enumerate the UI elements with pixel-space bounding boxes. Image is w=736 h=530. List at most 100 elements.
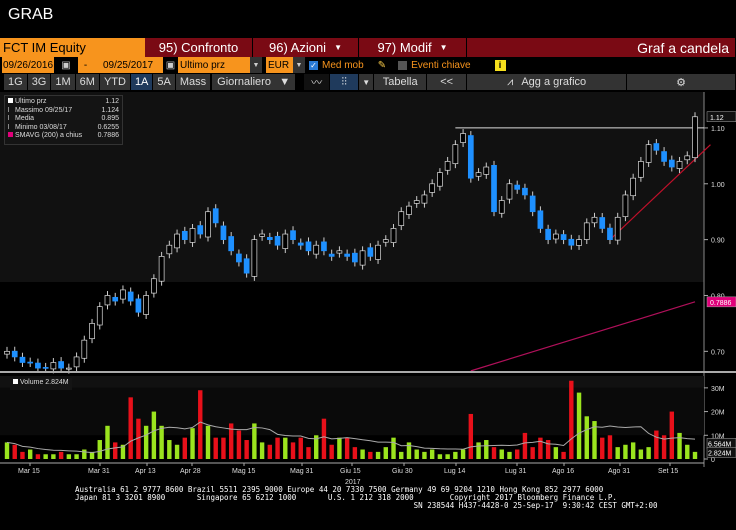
period-ytd[interactable]: YTD [99,74,131,90]
calendar-icon[interactable]: ▣ [61,59,71,71]
candle-up [498,200,505,214]
candle-up [375,244,381,260]
chevron-down-icon[interactable]: ▼ [293,57,305,73]
candle-down [236,253,242,263]
volume-bar-up [615,447,620,459]
x-tick-label: Ago 16 [552,468,574,475]
candle-down [228,236,235,252]
ticker-field[interactable]: FCT IM Equity [0,38,145,57]
candle-up [251,239,258,277]
volume-bar-up [406,442,412,459]
calendar-icon[interactable]: ▣ [165,59,176,71]
legend-value: 0.6255 [97,123,119,131]
candle-up [630,177,637,197]
period-1m[interactable]: 1M [51,74,76,90]
candle-up [89,323,95,340]
back-button[interactable]: << [427,74,468,90]
volume-bar-up [630,442,636,459]
candle-up [622,194,629,218]
candle-up [143,295,149,315]
chart-type-title: Graf a candela [467,38,736,57]
candle-down [599,217,606,229]
start-date-field[interactable]: 09/26/2016 [2,57,54,73]
pencil-icon[interactable]: ✎ [377,59,387,71]
chevron-down-icon: ▼ [439,43,448,52]
period-1a[interactable]: 1A [130,74,154,90]
chevron-down-icon[interactable]: ▼ [250,57,262,73]
modify-label: 97) Modif [377,40,432,55]
currency-select[interactable]: EUR [266,57,293,73]
volume-bar-down [198,390,203,459]
volume-bar-down [267,444,273,459]
actions-menu[interactable]: 96) Azioni ▼ [253,38,359,57]
volume-bar-up [375,451,381,459]
candle-down [181,230,188,240]
volume-average-line [6,421,696,454]
volume-bar-up [391,437,396,459]
add-to-chart-button[interactable]: ⩘ Agg a grafico [467,74,628,90]
candle-down [467,135,474,179]
candle-down [607,227,613,240]
moving-avg-checkbox[interactable]: ✓ Med mob [309,57,364,73]
volume-tag-label: 6.564M [708,441,732,448]
period-1g[interactable]: 1G [4,74,28,90]
settings-gear-icon[interactable]: ⚙ [627,74,736,90]
candle-up [638,161,644,178]
period-mass[interactable]: Mass [175,74,212,90]
toolbar-main: FCT IM Equity 95) Confronto 96) Azioni ▼ … [0,38,736,57]
checkbox-unchecked-icon [398,60,408,70]
y-tick-label: 1.00 [711,182,725,189]
frequency-select[interactable]: Giornaliero ▼ [212,74,297,90]
volume-bar-down [20,451,25,459]
volume-bar-down [329,444,334,459]
volume-legend-label: Volume 2.824M [20,379,69,386]
candle-up [406,205,412,215]
candle-up [282,233,289,249]
candle-down [197,225,204,235]
volume-bar-up [437,454,443,459]
compare-button[interactable]: 95) Confronto [145,38,253,57]
info-icon[interactable]: i [494,59,506,71]
candle-up [583,222,590,240]
candle-down [545,228,551,240]
candle-down [491,165,497,213]
candle-up [104,295,111,306]
volume-bar-up [27,449,33,459]
volume-bar-up [89,451,95,459]
volume-bar-up [592,421,597,459]
price-volume-chart[interactable]: 1.101.000.900.800.701.120.788630M20M10M0… [0,92,736,486]
volume-bar-up [677,432,682,459]
candle-down [58,361,64,369]
volume-bar-down [35,454,41,459]
candlestick-icon[interactable]: ⫶⫶ [330,74,360,90]
period-5a[interactable]: 5A [153,74,176,90]
volume-bar-down [569,380,574,459]
modify-menu[interactable]: 97) Modif ▼ [359,38,467,57]
volume-bar-up [476,442,481,459]
volume-bar-down [522,432,528,459]
period-6m[interactable]: 6M [75,74,100,90]
volume-legend: Volume 2.824M [10,378,72,390]
chevron-down-icon[interactable]: ▼ [359,74,375,90]
volume-bar-up [167,440,172,459]
volume-bar-down [600,437,605,459]
end-date-field[interactable]: 09/25/2017 [93,57,163,73]
volume-bar-up [499,449,504,459]
legend-swatch [8,98,13,103]
key-events-checkbox[interactable]: Eventi chiave [398,57,471,73]
period-3g[interactable]: 3G [27,74,52,90]
candle-down [653,143,660,151]
candle-down [42,367,49,369]
add-to-chart-label: Agg a grafico [521,76,587,88]
volume-bar-up [151,411,157,459]
legend-label: Minimo 03/08/17 [15,123,67,131]
table-button[interactable]: Tabella [374,74,428,90]
candle-up [50,362,57,370]
line-chart-icon[interactable]: 〰 [304,74,331,90]
candle-up [382,239,389,243]
volume-bar-up [159,425,164,459]
volume-bar-up [460,449,466,459]
x-tick-label: Mar 15 [18,468,40,475]
field-select[interactable]: Ultimo prz [178,57,250,73]
actions-label: 96) Azioni [268,40,327,55]
